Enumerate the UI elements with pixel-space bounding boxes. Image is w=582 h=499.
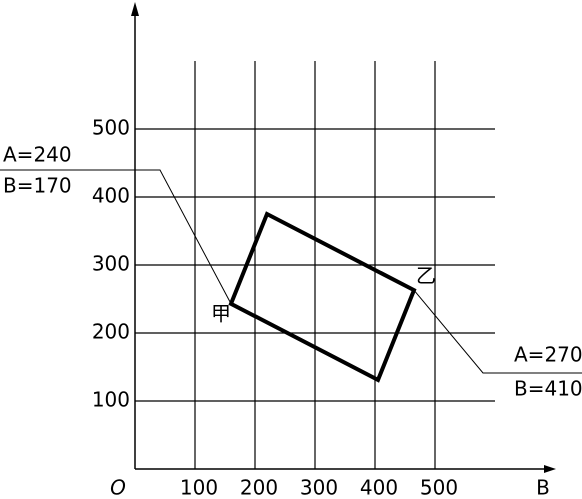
y-tick-label: 400 — [92, 184, 130, 208]
annotation-text: B=410 — [514, 377, 582, 401]
annotation-text: A=240 — [3, 143, 72, 167]
y-tick-label: 300 — [92, 252, 130, 276]
point-label: 甲 — [211, 301, 231, 325]
x-tick-label: 200 — [240, 476, 278, 499]
polygon-outline — [228, 211, 417, 383]
leader-line — [413, 289, 582, 374]
x-axis-label: B — [536, 476, 550, 499]
annotation-text: B=170 — [3, 174, 72, 198]
point-label: 乙 — [416, 264, 436, 288]
x-tick-label: 500 — [420, 476, 458, 499]
annotation-text: A=270 — [514, 343, 582, 367]
leader-line — [0, 169, 232, 304]
x-tick-label: 300 — [300, 476, 338, 499]
x-axis-arrow — [544, 465, 556, 473]
origin-label: O — [110, 476, 126, 499]
y-tick-label: 200 — [92, 320, 130, 344]
y-tick-label: 100 — [92, 388, 130, 412]
x-tick-label: 400 — [360, 476, 398, 499]
y-axis-arrow — [131, 2, 139, 16]
y-tick-label: 500 — [92, 116, 130, 140]
x-tick-label: 100 — [180, 476, 218, 499]
